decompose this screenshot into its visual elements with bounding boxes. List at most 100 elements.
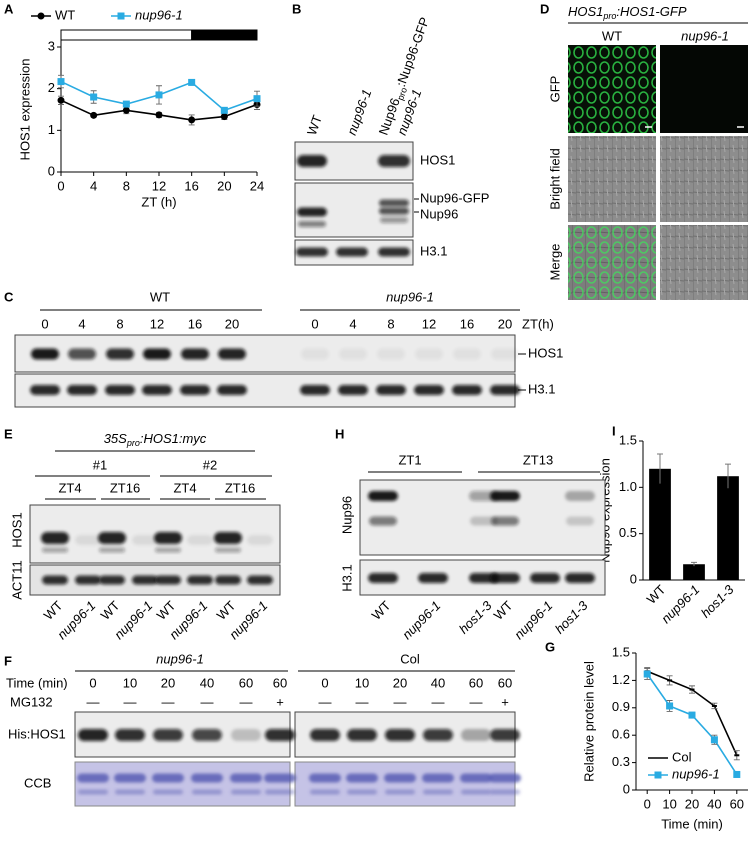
- blot-band: [376, 385, 406, 395]
- column-label: WT: [602, 28, 622, 43]
- blot-band: [187, 575, 213, 585]
- time-label: 60: [469, 675, 483, 690]
- blot-band: [385, 729, 415, 741]
- blot-band: [453, 348, 481, 360]
- time-label: 60: [239, 675, 253, 690]
- y-tick-label: 0: [623, 781, 630, 796]
- y-tick-label: 0.6: [612, 727, 630, 742]
- blot-membrane: [29, 504, 281, 564]
- blot-band: [67, 385, 97, 395]
- blot-band: [218, 348, 246, 360]
- blot-band: [99, 547, 125, 553]
- data-point: [188, 78, 196, 86]
- timepoint-label: ZT4: [58, 480, 81, 495]
- blot-band: [336, 247, 368, 257]
- legend-marker: [654, 771, 662, 779]
- x-tick-label: 10: [662, 796, 676, 811]
- y-tick-label: 1.2: [612, 672, 630, 687]
- y-tick-label: 1.5: [612, 644, 630, 659]
- panel-label: H: [335, 426, 344, 441]
- blot-band: [298, 221, 326, 227]
- panel-label: A: [4, 1, 14, 16]
- bar: [717, 476, 739, 580]
- blot-band: [187, 535, 213, 545]
- text-subscript: pro: [602, 11, 616, 21]
- blot-band: [155, 547, 181, 553]
- blot-band: [154, 532, 182, 544]
- blot-band: [181, 348, 209, 360]
- x-tick-label: 0: [644, 796, 651, 811]
- blot-band: [115, 789, 145, 795]
- lane-label: hos1-3: [456, 597, 495, 636]
- text-part: :Nup96-GFP: [394, 15, 433, 89]
- blot-band: [191, 773, 223, 783]
- timepoint-label: 4: [349, 316, 356, 331]
- data-point: [220, 113, 228, 121]
- blot-band: [30, 385, 60, 395]
- x-tick-label: 20: [217, 178, 231, 193]
- blot-band: [415, 348, 443, 360]
- blot-band: [565, 573, 595, 583]
- text-part: :HOS1-GFP: [616, 4, 686, 19]
- blot-band: [115, 729, 145, 741]
- blot-band: [192, 789, 222, 795]
- row-label: CCB: [24, 775, 51, 790]
- y-axis-title: HOS1 expression: [17, 59, 32, 161]
- timepoint-label: 8: [387, 316, 394, 331]
- time-label: 20: [393, 675, 407, 690]
- treatment-sign: —: [87, 694, 100, 709]
- blot-band: [265, 729, 295, 741]
- row-label: ACT11: [9, 560, 24, 600]
- time-label: 0: [321, 675, 328, 690]
- blot-band: [297, 207, 327, 217]
- construct-label: HOS1pro:HOS1-GFP: [568, 4, 687, 21]
- treatment-sign: —: [240, 694, 253, 709]
- group-label: nup96-1: [386, 289, 434, 304]
- blot-band: [301, 348, 329, 360]
- text-subscript: pro: [396, 86, 410, 102]
- blot-band: [461, 789, 491, 795]
- x-tick-label: 40: [707, 796, 721, 811]
- x-tick-label: 8: [123, 178, 130, 193]
- group-label: Col: [400, 651, 420, 666]
- bar: [649, 468, 671, 580]
- y-tick-label: 0.3: [612, 754, 630, 769]
- timepoint-label: 8: [116, 316, 123, 331]
- legend-label: nup96-1: [672, 766, 720, 781]
- construct-label: 35Spro:HOS1:myc: [104, 431, 207, 448]
- row-label: H3.1: [339, 564, 354, 591]
- time-label: 40: [431, 675, 445, 690]
- blot-band: [491, 516, 519, 526]
- blot-band: [470, 516, 498, 526]
- blot-band: [491, 348, 519, 360]
- blot-band: [215, 547, 241, 553]
- row-label: H3.1: [528, 381, 555, 396]
- brightfield-wt-image: [568, 136, 656, 222]
- x-tick-label: WT: [644, 582, 669, 607]
- brightfield-mutant-image: [660, 136, 748, 222]
- blot-band: [368, 573, 398, 583]
- timepoint-label: 16: [188, 316, 202, 331]
- x-tick-label: nup96-1: [658, 582, 702, 626]
- legend-label: Col: [672, 749, 692, 764]
- blot-band: [300, 385, 330, 395]
- blot-band: [384, 773, 416, 783]
- error-bar: [691, 561, 697, 567]
- blot-band: [423, 789, 453, 795]
- panel-label: D: [540, 1, 549, 16]
- text-part: :HOS1:myc: [140, 431, 207, 446]
- timepoint-label: ZT13: [523, 452, 553, 467]
- error-bar: [657, 453, 663, 484]
- blot-band: [296, 247, 328, 257]
- panel-label: I: [612, 423, 616, 438]
- blot-band: [310, 789, 340, 795]
- y-tick-label: 1: [48, 122, 55, 137]
- blot-band: [461, 729, 491, 741]
- blot-band: [310, 729, 340, 741]
- x-tick-label: 20: [685, 796, 699, 811]
- blot-band: [132, 535, 158, 545]
- blot-band: [180, 385, 210, 395]
- row-label: H3.1: [420, 243, 447, 258]
- timepoint-label: 4: [78, 316, 85, 331]
- row-label: Nup96-GFP: [420, 190, 489, 205]
